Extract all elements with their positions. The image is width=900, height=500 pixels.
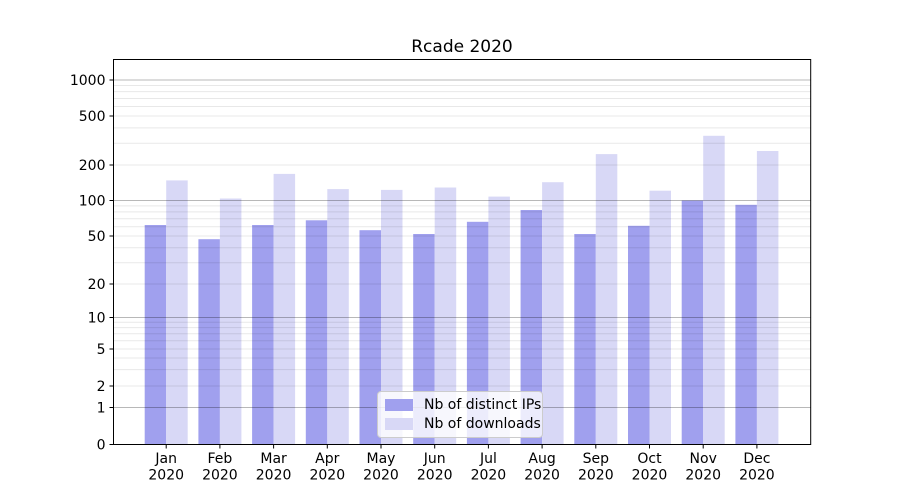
bar-distinct-ips-jul — [466, 221, 489, 445]
bar-downloads-jul — [488, 196, 510, 445]
x-tick-label-month: Sep — [583, 451, 610, 467]
x-tick-label-month: Mar — [260, 451, 287, 467]
legend-swatch-downloads — [385, 418, 413, 430]
x-tick-label-month: Oct — [637, 451, 662, 467]
bar-downloads-apr — [327, 189, 349, 445]
chart-title: Rcade 2020 — [411, 37, 513, 57]
x-tick-label-year: 2020 — [309, 468, 345, 484]
legend-item-downloads: Nb of downloads — [385, 417, 541, 431]
legend-label-distinct-ips: Nb of distinct IPs — [424, 397, 542, 413]
y-tick-label: 500 — [79, 109, 106, 125]
bar-downloads-dec — [756, 151, 779, 445]
x-axis: Jan2020Feb2020Mar2020Apr2020May2020Jun20… — [148, 444, 775, 484]
bar-downloads-jun — [434, 187, 457, 445]
y-axis: 0 1 2 5 10 20 50 100 200 500 1000 — [70, 73, 114, 454]
y-tick-label: 1000 — [70, 73, 106, 89]
x-tick-label-year: 2020 — [524, 468, 560, 484]
y-tick-label: 200 — [79, 158, 106, 174]
bar-downloads-sep — [595, 154, 618, 445]
x-tick-label-month: Jul — [479, 451, 497, 467]
y-tick-label: 50 — [88, 229, 106, 245]
y-tick-label: 20 — [88, 277, 106, 293]
x-tick-label-year: 2020 — [202, 468, 238, 484]
y-tick-label: 5 — [97, 342, 106, 358]
gridlines-group — [113, 79, 811, 408]
y-tick-label: 10 — [88, 311, 106, 327]
legend-label-downloads: Nb of downloads — [424, 416, 541, 432]
x-tick-label-month: Nov — [690, 451, 717, 467]
x-tick-label-month: Jan — [154, 451, 177, 467]
x-tick-label-year: 2020 — [578, 468, 614, 484]
x-tick-label-year: 2020 — [685, 468, 721, 484]
x-tick-label-year: 2020 — [256, 468, 292, 484]
y-tick-label: 100 — [79, 194, 106, 210]
legend-swatch-distinct-ips — [385, 399, 413, 411]
bar-distinct-ips-mar — [252, 225, 274, 445]
x-tick-label-month: Jun — [423, 451, 446, 467]
bar-downloads-feb — [219, 198, 242, 445]
bar-downloads-jan — [166, 180, 188, 445]
x-tick-label-year: 2020 — [471, 468, 507, 484]
bar-downloads-may — [381, 189, 403, 445]
bar-downloads-mar — [273, 173, 296, 445]
y-tick-label: 0 — [97, 438, 106, 454]
bar-distinct-ips-dec — [735, 204, 757, 445]
y-tick-label: 2 — [97, 379, 106, 395]
x-tick-label-year: 2020 — [632, 468, 668, 484]
plot-spines — [113, 59, 812, 445]
bar-distinct-ips-apr — [305, 220, 328, 445]
bar-distinct-ips-aug — [520, 210, 543, 445]
x-tick-label-year: 2020 — [739, 468, 775, 484]
bar-distinct-ips-may — [359, 230, 381, 445]
legend-item-distinct-ips: Nb of distinct IPs — [385, 398, 541, 412]
bar-distinct-ips-oct — [628, 225, 650, 445]
bar-distinct-ips-jan — [144, 225, 167, 445]
bar-distinct-ips-sep — [574, 234, 596, 445]
bar-downloads-aug — [542, 182, 564, 445]
legend: Nb of distinct IPs Nb of downloads — [377, 391, 543, 438]
x-tick-label-month: Feb — [208, 451, 233, 467]
x-tick-label-month: Aug — [528, 451, 555, 467]
x-tick-label-month: May — [367, 451, 396, 467]
x-tick-label-month: Apr — [315, 451, 339, 467]
x-tick-label-month: Dec — [743, 451, 770, 467]
y-tick-label: 1 — [97, 401, 106, 417]
bar-downloads-oct — [649, 190, 671, 445]
x-tick-label-year: 2020 — [148, 468, 184, 484]
x-tick-label-year: 2020 — [417, 468, 453, 484]
x-tick-label-year: 2020 — [363, 468, 399, 484]
bar-distinct-ips-feb — [198, 239, 220, 445]
bar-downloads-nov — [703, 135, 725, 445]
bar-distinct-ips-nov — [681, 200, 704, 445]
